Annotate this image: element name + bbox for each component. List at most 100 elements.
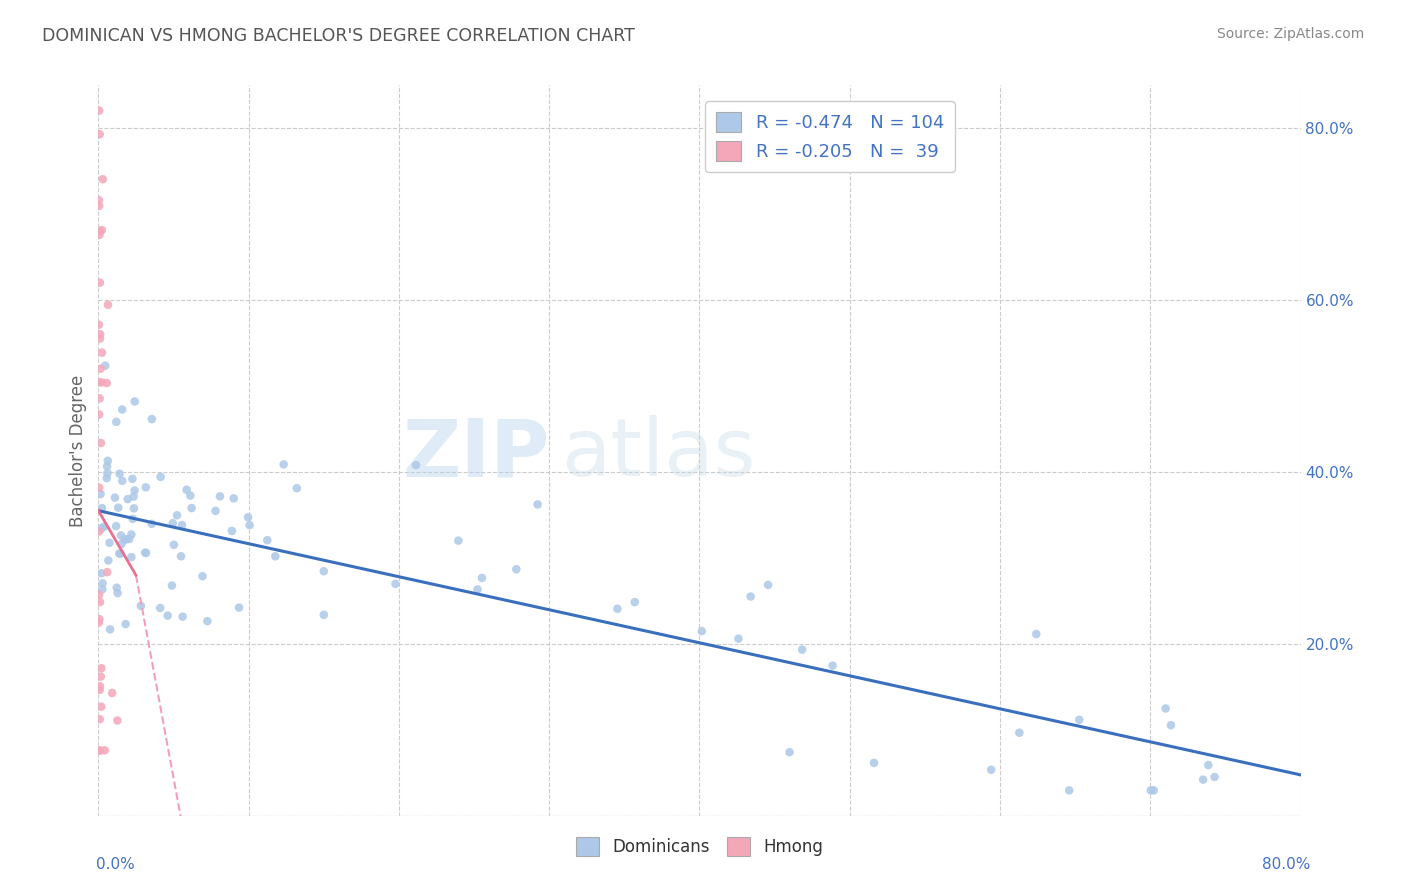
Point: [124, 394, 146, 409]
Point: [90, 521, 112, 535]
Point: [89, 227, 111, 242]
Point: [105, 415, 128, 429]
Point: [115, 533, 138, 547]
Point: [1160, 718, 1182, 732]
Point: [1192, 772, 1215, 787]
Point: [623, 595, 645, 609]
Point: [467, 582, 489, 597]
Point: [89, 332, 111, 346]
Point: [1197, 758, 1219, 772]
Point: [176, 483, 198, 497]
Point: [141, 516, 163, 531]
Point: [170, 518, 193, 533]
Point: [264, 549, 287, 564]
Point: [135, 546, 157, 560]
Point: [90, 661, 112, 675]
Point: [172, 609, 194, 624]
Point: [740, 590, 762, 604]
Point: [105, 714, 128, 728]
Point: [384, 577, 406, 591]
Point: [93, 519, 115, 533]
Point: [179, 489, 201, 503]
Point: [110, 528, 132, 542]
Point: [122, 501, 145, 516]
Point: [312, 564, 335, 578]
Point: [110, 537, 132, 551]
Point: [156, 608, 179, 623]
Point: [90, 487, 112, 501]
Point: [526, 497, 548, 511]
Point: [96, 459, 118, 474]
Point: [91, 172, 114, 186]
Point: [117, 492, 139, 507]
Point: [90, 699, 112, 714]
Point: [87, 588, 110, 602]
Point: [149, 601, 172, 615]
Point: [727, 632, 749, 646]
Legend: Dominicans, Hmong: Dominicans, Hmong: [569, 830, 830, 863]
Point: [121, 472, 143, 486]
Point: [89, 744, 111, 758]
Point: [606, 601, 628, 615]
Point: [191, 569, 214, 583]
Point: [273, 458, 295, 472]
Point: [114, 532, 136, 546]
Point: [779, 745, 801, 759]
Text: DOMINICAN VS HMONG BACHELOR'S DEGREE CORRELATION CHART: DOMINICAN VS HMONG BACHELOR'S DEGREE COR…: [42, 27, 636, 45]
Point: [1008, 725, 1031, 739]
Point: [163, 538, 186, 552]
Point: [96, 471, 118, 485]
Point: [89, 103, 111, 118]
Point: [120, 527, 142, 541]
Point: [89, 361, 111, 376]
Point: [97, 454, 120, 468]
Point: [821, 658, 844, 673]
Point: [1143, 783, 1166, 797]
Point: [162, 516, 184, 530]
Point: [90, 436, 112, 450]
Point: [1154, 701, 1177, 715]
Point: [90, 566, 112, 581]
Point: [96, 565, 118, 579]
Point: [89, 712, 111, 726]
Point: [141, 412, 163, 426]
Point: [93, 743, 115, 757]
Point: [87, 193, 110, 207]
Point: [135, 480, 157, 494]
Point: [505, 562, 527, 576]
Point: [166, 508, 188, 523]
Point: [863, 756, 886, 770]
Point: [89, 481, 111, 495]
Point: [1204, 770, 1226, 784]
Point: [98, 536, 121, 550]
Point: [1025, 627, 1047, 641]
Point: [228, 600, 250, 615]
Point: [149, 470, 172, 484]
Point: [87, 376, 110, 390]
Point: [96, 466, 118, 480]
Point: [222, 491, 245, 506]
Point: [180, 501, 202, 516]
Point: [87, 615, 110, 630]
Point: [312, 607, 335, 622]
Point: [90, 223, 112, 237]
Point: [122, 490, 145, 504]
Point: [97, 553, 120, 567]
Point: [89, 679, 111, 693]
Point: [91, 376, 114, 390]
Point: [221, 524, 243, 538]
Point: [114, 617, 136, 632]
Point: [120, 550, 142, 565]
Point: [87, 524, 110, 539]
Point: [124, 483, 146, 498]
Point: [1057, 783, 1080, 797]
Point: [104, 491, 127, 505]
Point: [195, 614, 218, 628]
Point: [118, 532, 141, 546]
Point: [98, 623, 121, 637]
Point: [690, 624, 713, 639]
Point: [239, 518, 262, 533]
Point: [108, 467, 131, 481]
Point: [87, 318, 110, 332]
Point: [447, 533, 470, 548]
